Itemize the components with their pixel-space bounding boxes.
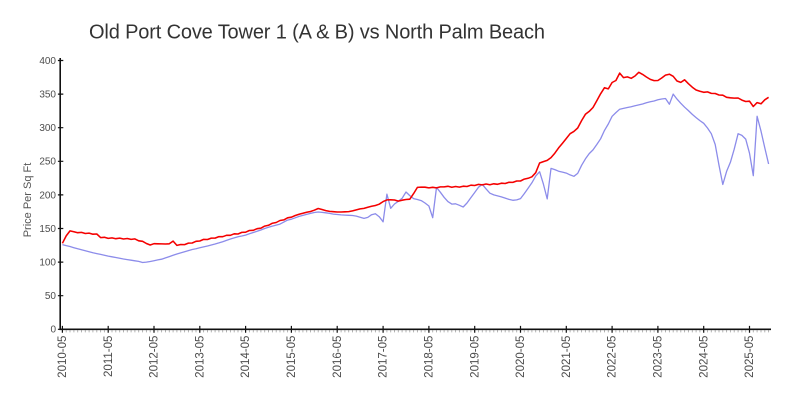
svg-text:2017-05: 2017-05 — [378, 336, 390, 378]
svg-text:2016-05: 2016-05 — [332, 336, 344, 378]
svg-text:2022-05: 2022-05 — [607, 336, 619, 378]
svg-text:150: 150 — [39, 224, 56, 235]
svg-text:2025-05: 2025-05 — [744, 336, 756, 378]
svg-text:2011-05: 2011-05 — [103, 336, 115, 377]
svg-text:2020-05: 2020-05 — [515, 336, 527, 378]
svg-text:200: 200 — [39, 190, 56, 201]
svg-text:2015-05: 2015-05 — [286, 336, 298, 378]
svg-text:2013-05: 2013-05 — [194, 336, 206, 378]
svg-text:Old Port Cove Tower 1 (A & B): Old Port Cove Tower 1 (A & B) vs North P… — [89, 22, 545, 44]
svg-text:2010-05: 2010-05 — [57, 336, 69, 378]
svg-text:400: 400 — [39, 56, 56, 67]
svg-text:0: 0 — [50, 325, 56, 336]
svg-text:2024-05: 2024-05 — [698, 336, 710, 378]
svg-text:50: 50 — [45, 291, 57, 302]
svg-text:Price Per Sq Ft: Price Per Sq Ft — [22, 163, 34, 238]
svg-text:2018-05: 2018-05 — [424, 336, 436, 378]
svg-text:100: 100 — [39, 258, 56, 269]
svg-text:250: 250 — [39, 157, 56, 168]
svg-text:2019-05: 2019-05 — [469, 336, 481, 378]
svg-text:350: 350 — [39, 90, 56, 101]
svg-text:2023-05: 2023-05 — [653, 336, 665, 378]
svg-text:300: 300 — [39, 123, 56, 134]
svg-text:2012-05: 2012-05 — [149, 336, 161, 378]
svg-text:2014-05: 2014-05 — [240, 336, 252, 378]
svg-text:2021-05: 2021-05 — [561, 336, 573, 378]
